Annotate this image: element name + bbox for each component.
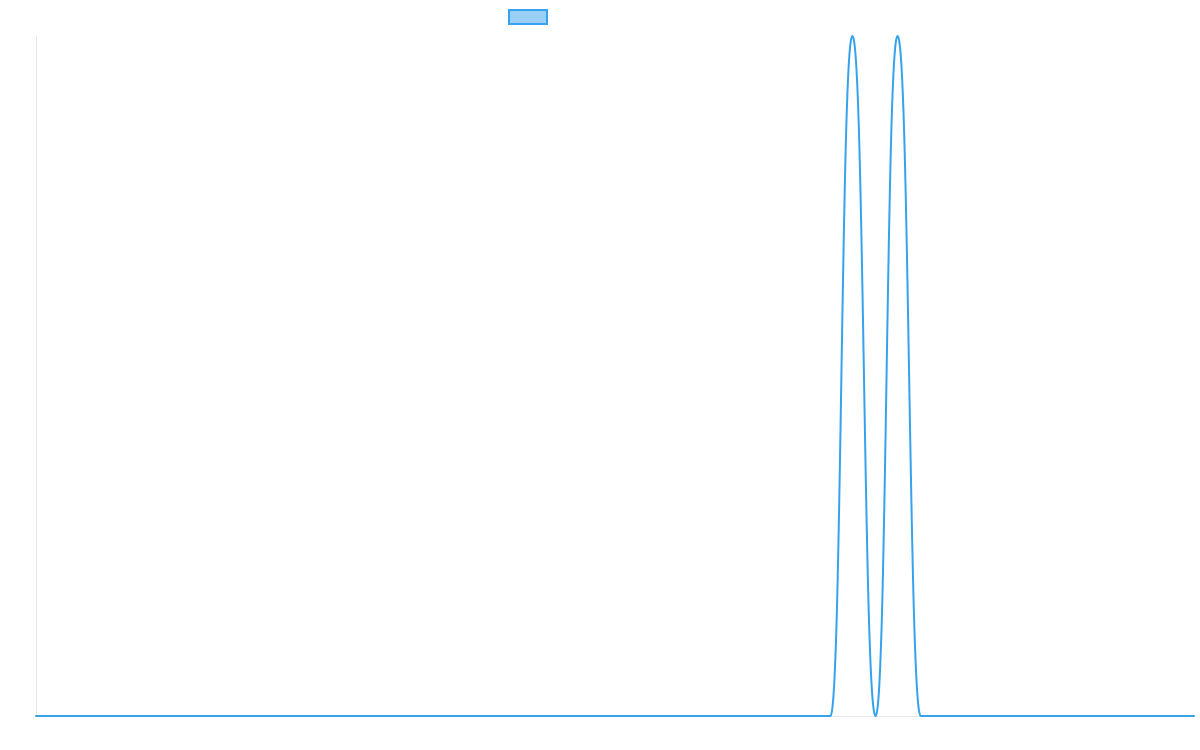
series-layer [35,35,1195,717]
legend-swatch[interactable] [508,9,548,25]
series-line-1 [35,35,1195,717]
